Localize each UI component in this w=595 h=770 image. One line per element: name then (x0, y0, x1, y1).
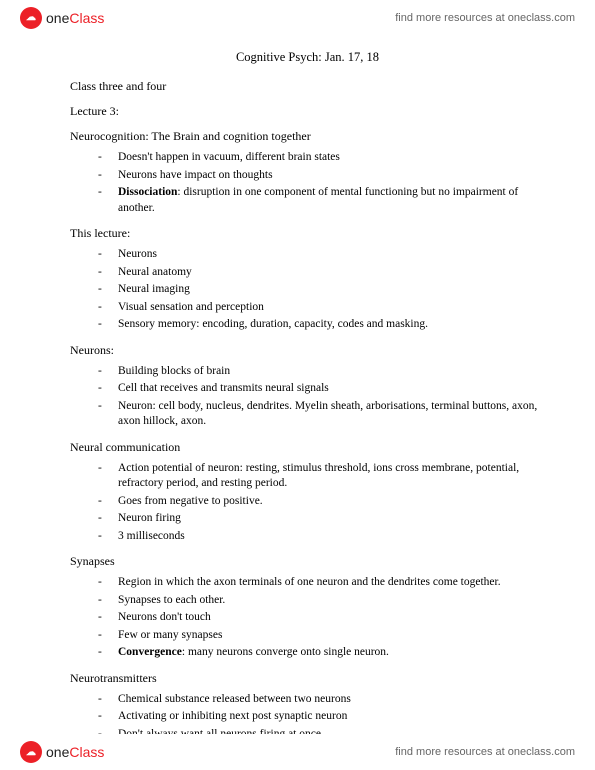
list-item: Visual sensation and perception (98, 300, 545, 316)
list-item: Neurons don't touch (98, 610, 545, 626)
list-item: Building blocks of brain (98, 364, 545, 380)
page-title: Cognitive Psych: Jan. 17, 18 (70, 50, 545, 65)
thislec-list: Neurons Neural anatomy Neural imaging Vi… (98, 247, 545, 333)
line-neurotransmitters: Neurotransmitters (70, 671, 545, 686)
line-synapses: Synapses (70, 554, 545, 569)
resources-link-top[interactable]: find more resources at oneclass.com (395, 12, 575, 24)
logo-text-dark: one (46, 744, 69, 760)
logo: ☁ oneClass (20, 7, 104, 29)
logo-text: oneClass (46, 744, 104, 760)
term-dissociation: Dissociation (118, 186, 177, 198)
logo-footer: ☁ oneClass (20, 741, 104, 763)
comm-list: Action potential of neuron: resting, sti… (98, 461, 545, 545)
list-item: Doesn't happen in vacuum, different brai… (98, 150, 545, 166)
text: : many neurons converge onto single neur… (182, 646, 389, 658)
page-content: Cognitive Psych: Jan. 17, 18 Class three… (70, 50, 545, 720)
list-item: Neural anatomy (98, 265, 545, 281)
line-neurons: Neurons: (70, 343, 545, 358)
list-item: Region in which the axon terminals of on… (98, 575, 545, 591)
list-item: Cell that receives and transmits neural … (98, 381, 545, 397)
resources-link-bottom[interactable]: find more resources at oneclass.com (395, 746, 575, 758)
logo-text-red: Class (69, 10, 104, 26)
neurons-list: Building blocks of brain Cell that recei… (98, 364, 545, 430)
list-item: Sensory memory: encoding, duration, capa… (98, 317, 545, 333)
list-item: Convergence: many neurons converge onto … (98, 645, 545, 661)
syn-list: Region in which the axon terminals of on… (98, 575, 545, 661)
logo-text: oneClass (46, 10, 104, 26)
list-item: Dissociation: disruption in one componen… (98, 185, 545, 216)
list-item: Neural imaging (98, 282, 545, 298)
list-item: Action potential of neuron: resting, sti… (98, 461, 545, 492)
list-item: Synapses to each other. (98, 593, 545, 609)
list-item: Neuron firing (98, 511, 545, 527)
footer-bar: ☁ oneClass find more resources at onecla… (0, 734, 595, 770)
list-item: Chemical substance released between two … (98, 692, 545, 708)
logo-text-dark: one (46, 10, 69, 26)
line-thislecture: This lecture: (70, 226, 545, 241)
line-lecture: Lecture 3: (70, 104, 545, 119)
logo-icon: ☁ (20, 7, 42, 29)
term-convergence: Convergence (118, 646, 182, 658)
logo-text-red: Class (69, 744, 104, 760)
neuro-list: Doesn't happen in vacuum, different brai… (98, 150, 545, 216)
logo-icon: ☁ (20, 741, 42, 763)
list-item: Goes from negative to positive. (98, 494, 545, 510)
header-bar: ☁ oneClass find more resources at onecla… (0, 0, 595, 36)
list-item: Neurons (98, 247, 545, 263)
list-item: Activating or inhibiting next post synap… (98, 709, 545, 725)
line-neurocognition: Neurocognition: The Brain and cognition … (70, 129, 545, 144)
list-item: Neurons have impact on thoughts (98, 168, 545, 184)
list-item: Neuron: cell body, nucleus, dendrites. M… (98, 399, 545, 430)
line-class: Class three and four (70, 79, 545, 94)
line-communication: Neural communication (70, 440, 545, 455)
text: : disruption in one component of mental … (118, 186, 518, 214)
list-item: Few or many synapses (98, 628, 545, 644)
list-item: 3 milliseconds (98, 529, 545, 545)
